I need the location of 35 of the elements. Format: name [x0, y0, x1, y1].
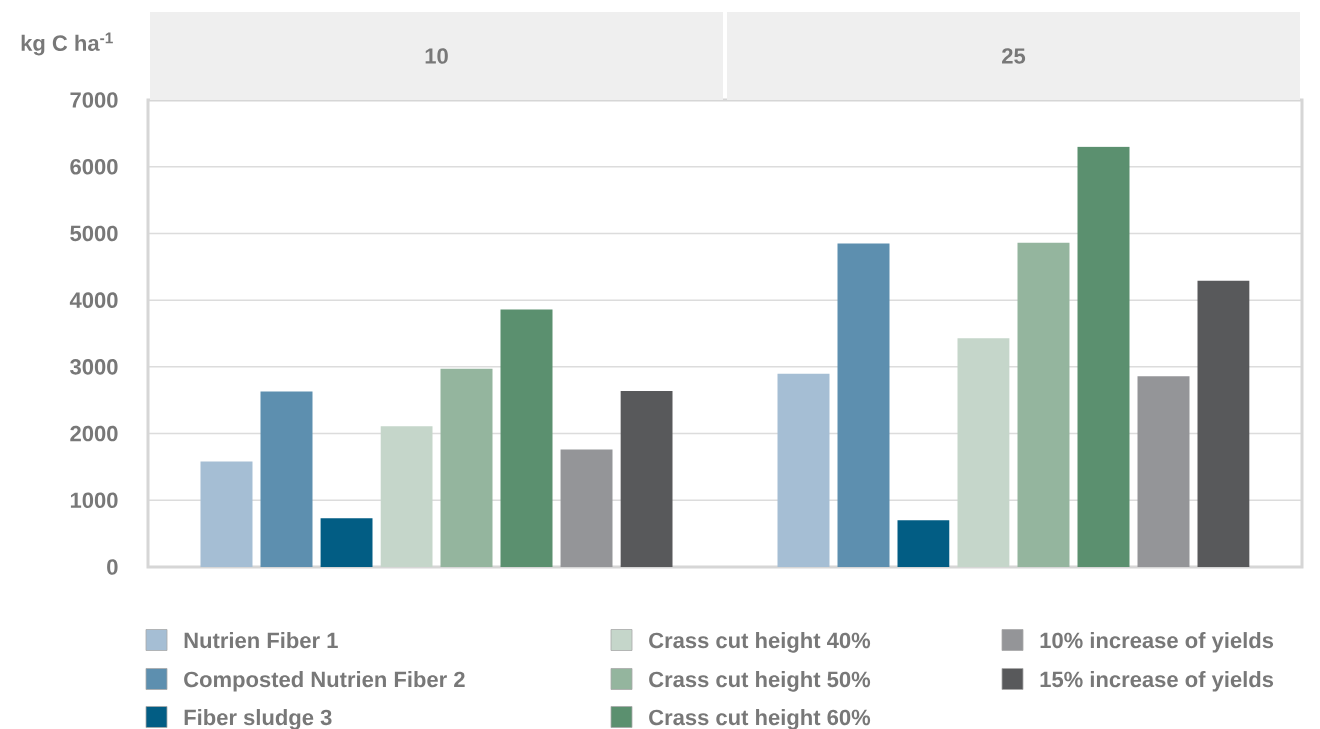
bar — [380, 426, 433, 567]
legend-label: Composted Nutrien Fiber 2 — [184, 671, 465, 692]
y-tick-label: 2000 — [70, 425, 118, 442]
bar — [957, 338, 1010, 567]
y-axis-title: kg C ha$^{-1}$ — [21, 32, 113, 56]
legend-label: 15% increase of yields — [1040, 671, 1274, 692]
bar — [500, 309, 553, 567]
bar — [1197, 280, 1250, 567]
bar — [897, 520, 950, 567]
bar — [837, 243, 890, 567]
y-tick-label: 6000 — [70, 158, 118, 175]
x-tick-label: 25 — [1002, 48, 1026, 64]
legend-label: Nutrien Fiber 1 — [184, 632, 338, 649]
y-tick-label: 5000 — [70, 225, 118, 242]
bar — [1077, 146, 1130, 567]
y-tick-label: 7000 — [70, 92, 118, 108]
bar — [777, 373, 830, 567]
bar — [1137, 376, 1190, 567]
bar — [1017, 242, 1070, 567]
x-tick-label: 10 — [425, 48, 448, 64]
bar — [620, 390, 673, 567]
bar — [560, 449, 613, 567]
legend-label: Crass cut height 50% — [649, 671, 871, 692]
legend-label: Crass cut height 60% — [649, 709, 871, 729]
y-tick-label: 3000 — [70, 359, 118, 375]
bar — [260, 391, 313, 567]
y-tick-label: 4000 — [69, 292, 118, 308]
bar — [440, 368, 493, 567]
legend-label: Crass cut height 40% — [649, 632, 871, 653]
bar — [320, 518, 373, 567]
legend-label: 10% increase of yields — [1040, 632, 1274, 653]
y-tick-label: 1000 — [70, 492, 118, 509]
y-tick-label: 0 — [107, 559, 118, 575]
bar — [200, 461, 253, 567]
legend-label: Fiber sludge 3 — [184, 709, 332, 729]
